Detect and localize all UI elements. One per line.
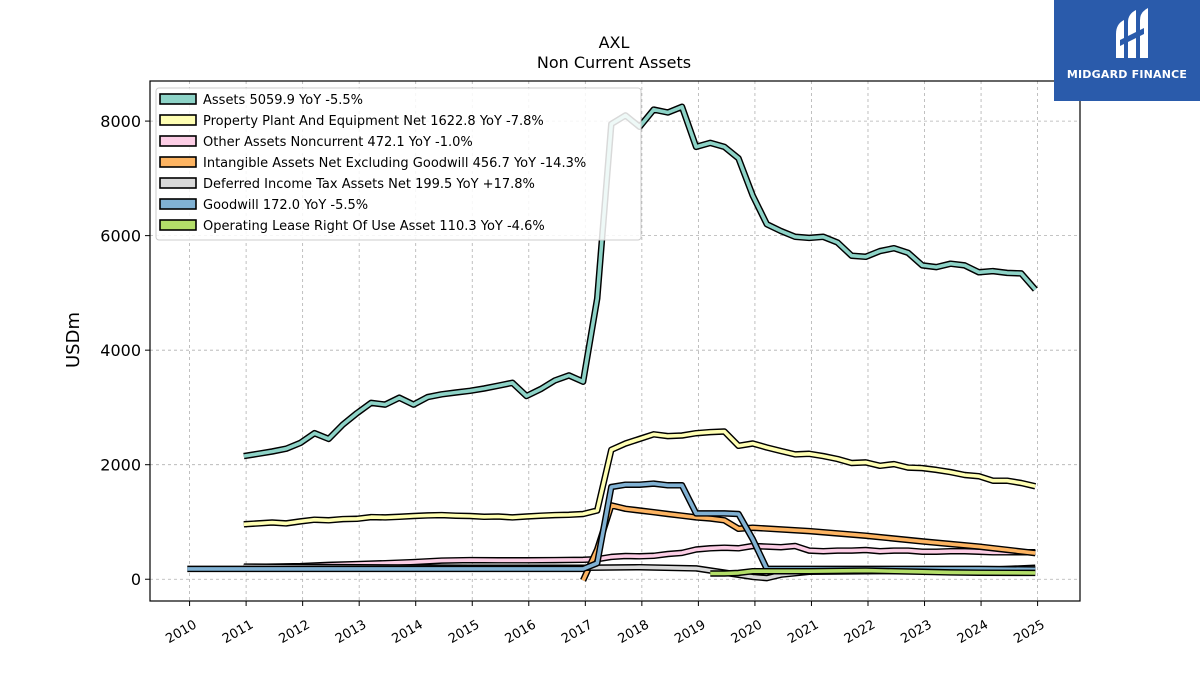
legend-item: Operating Lease Right Of Use Asset 110.3… [159,219,545,234]
x-tick-label: 2014 [390,617,426,647]
x-tick-label: 2010 [163,617,199,647]
series-stroke [243,544,1036,569]
series-stroke [710,568,1036,576]
legend-swatch [159,156,197,168]
plot-frame [149,80,1081,602]
y-tick-label: 6000 [100,227,141,246]
legend-swatch [159,114,197,126]
legend-swatch [159,198,197,210]
x-tick-label: 2023 [898,617,934,647]
chart-title: AXL [599,33,630,52]
watermark-text: MIDGARD FINANCE [1066,68,1188,81]
legend: Assets 5059.9 YoY -5.5% Property Plant An… [155,87,642,241]
x-tick-label: 2011 [220,617,256,647]
y-tick-label: 0 [131,570,141,589]
x-axis-ticks: 2010 2011 2012 2013 2014 2015 2016 2017 2018 2019… [163,601,1048,647]
legend-swatch [159,93,197,105]
brand-logo: MIDGARD FINANCE [1054,0,1200,101]
legend-item: Goodwill 172.0 YoY -5.5% [159,198,368,213]
y-axis-ticks: 0 2000 4000 6000 8000 [100,112,150,589]
series-stroke [243,429,1036,527]
legend-label: Intangible Assets Net Excluding Goodwill… [203,156,586,171]
x-tick-label: 2012 [276,617,312,647]
legend-swatch [159,219,197,231]
x-tick-label: 2021 [785,617,821,647]
legend-label: Goodwill 172.0 YoY -5.5% [203,198,368,213]
legend-label: Operating Lease Right Of Use Asset 110.3… [203,219,545,234]
legend-item: Intangible Assets Net Excluding Goodwill… [159,156,586,171]
x-tick-label: 2013 [333,617,369,647]
x-tick-label: 2022 [842,617,878,647]
series-line-6 [710,567,1036,577]
x-tick-label: 2025 [1011,617,1047,647]
x-tick-label: 2018 [616,617,652,647]
series-line-3 [580,502,1036,582]
chart-subtitle: Non Current Assets [537,53,691,72]
legend-label: Deferred Income Tax Assets Net 199.5 YoY… [203,177,535,192]
legend-label: Assets 5059.9 YoY -5.5% [203,93,363,108]
midgard-logo-icon [1116,8,1148,58]
series-line-2 [243,542,1036,571]
legend-item: Deferred Income Tax Assets Net 199.5 YoY… [159,177,535,192]
x-tick-label: 2019 [672,617,708,647]
y-tick-label: 4000 [100,341,141,360]
y-tick-label: 2000 [100,456,141,475]
x-tick-label: 2017 [559,617,595,647]
legend-swatch [159,135,197,147]
legend-label: Other Assets Noncurrent 472.1 YoY -1.0% [203,135,473,150]
series-line-1 [243,428,1037,528]
legend-box [155,87,642,241]
x-tick-label: 2015 [446,617,482,647]
legend-item: Property Plant And Equipment Net 1622.8 … [159,114,544,129]
y-axis-label: USDm [63,312,84,368]
series-lines [187,103,1038,582]
x-tick-label: 2020 [729,617,765,647]
legend-item: Other Assets Noncurrent 472.1 YoY -1.0% [159,135,473,150]
legend-swatch [159,177,197,189]
x-tick-label: 2016 [503,617,539,647]
x-tick-label: 2024 [955,617,991,647]
legend-item: Assets 5059.9 YoY -5.5% [159,93,363,108]
series-stroke [581,503,1036,582]
y-tick-label: 8000 [100,112,141,131]
legend-label: Property Plant And Equipment Net 1622.8 … [203,114,544,129]
